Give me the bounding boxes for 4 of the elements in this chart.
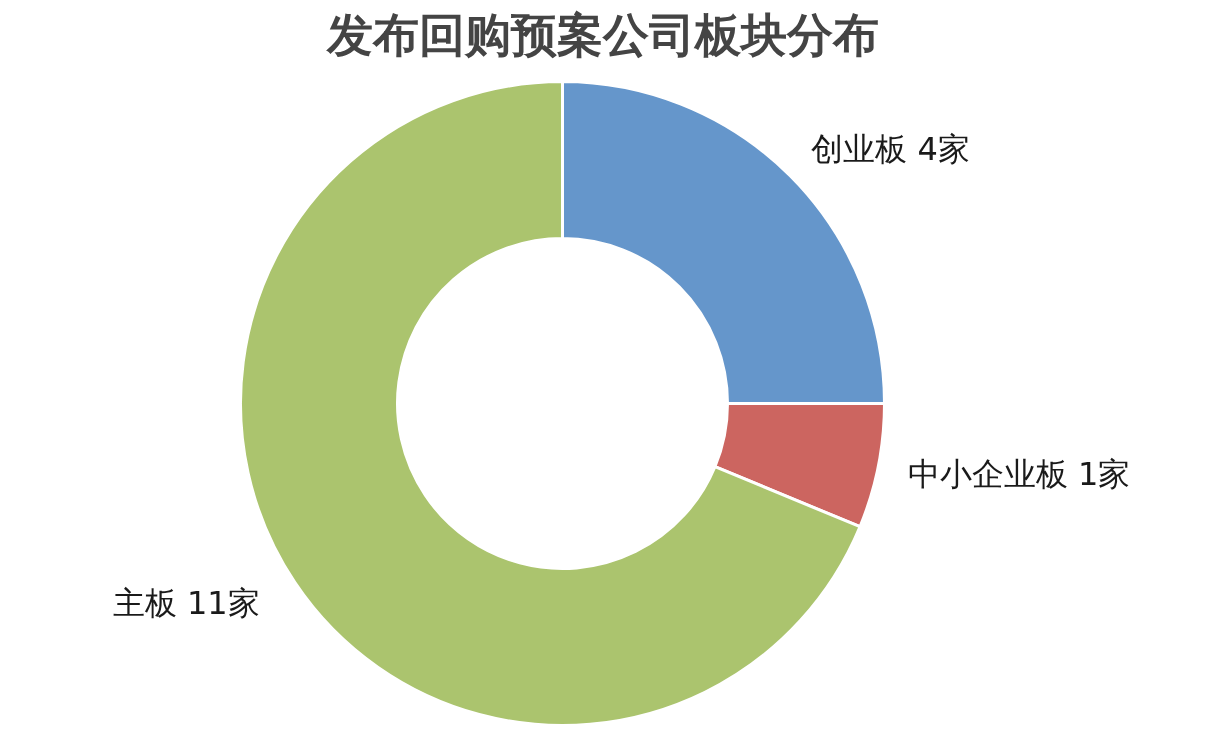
chart-title: 发布回购预案公司板块分布 [326, 7, 879, 62]
slice-label: 创业板 4家 [811, 130, 970, 169]
slice-label: 中小企业板 1家 [907, 454, 1131, 493]
slice-label: 主板 11家 [112, 584, 260, 623]
